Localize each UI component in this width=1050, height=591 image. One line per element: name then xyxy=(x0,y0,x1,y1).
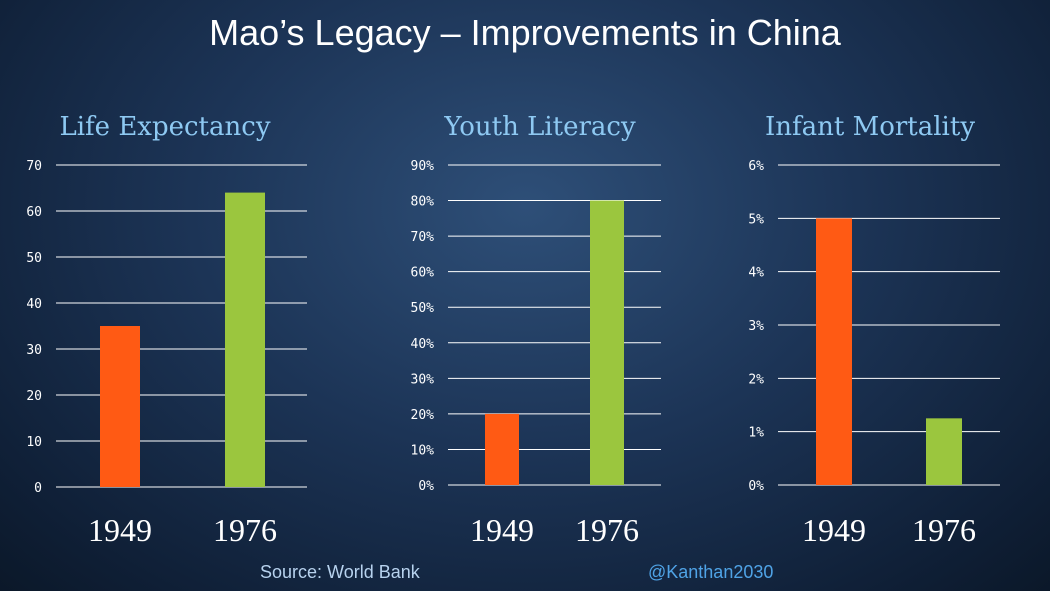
bar-1976 xyxy=(590,200,624,486)
y-tick-label: 90% xyxy=(411,159,435,174)
y-tick-label: 60% xyxy=(411,266,435,281)
chart-title-infant-mortality: Infant Mortality xyxy=(764,112,976,142)
y-tick-label: 10 xyxy=(26,435,42,450)
bar-1976 xyxy=(225,192,265,487)
source-note: Source: World Bank xyxy=(260,562,420,582)
x-category-label: 1949 xyxy=(470,512,534,548)
y-tick-label: 5% xyxy=(748,212,764,227)
y-tick-label: 3% xyxy=(748,319,764,334)
y-tick-label: 50% xyxy=(411,301,435,316)
y-tick-label: 40 xyxy=(26,297,42,312)
y-tick-label: 1% xyxy=(748,426,764,441)
y-tick-label: 0 xyxy=(34,481,42,496)
chart-title-life-expectancy: Life Expectancy xyxy=(59,112,271,142)
y-tick-label: 20% xyxy=(411,408,435,423)
bar-1949 xyxy=(100,326,140,487)
y-tick-label: 60 xyxy=(26,205,42,220)
y-tick-label: 0% xyxy=(418,479,434,494)
y-tick-label: 20 xyxy=(26,389,42,404)
y-tick-label: 30% xyxy=(411,372,435,387)
x-category-label: 1949 xyxy=(88,512,152,548)
bar-1949 xyxy=(485,413,519,485)
slide-title: Mao’s Legacy – Improvements in China xyxy=(209,12,841,53)
x-category-label: 1976 xyxy=(213,512,277,548)
x-category-label: 1976 xyxy=(575,512,639,548)
y-tick-label: 30 xyxy=(26,343,42,358)
y-tick-label: 80% xyxy=(411,195,435,210)
chart-title-youth-literacy: Youth Literacy xyxy=(444,112,636,142)
y-tick-label: 2% xyxy=(748,372,764,387)
x-category-label: 1949 xyxy=(802,512,866,548)
x-category-label: 1976 xyxy=(912,512,976,548)
y-tick-label: 0% xyxy=(748,479,764,494)
y-tick-label: 70 xyxy=(26,159,42,174)
author-handle[interactable]: @Kanthan2030 xyxy=(648,562,774,582)
bar-1976 xyxy=(926,418,962,485)
y-tick-label: 4% xyxy=(748,266,764,281)
y-tick-label: 70% xyxy=(411,230,435,245)
y-tick-label: 50 xyxy=(26,251,42,266)
y-tick-label: 6% xyxy=(748,159,764,174)
y-tick-label: 40% xyxy=(411,337,435,352)
y-tick-label: 10% xyxy=(411,443,435,458)
bar-1949 xyxy=(816,218,852,486)
